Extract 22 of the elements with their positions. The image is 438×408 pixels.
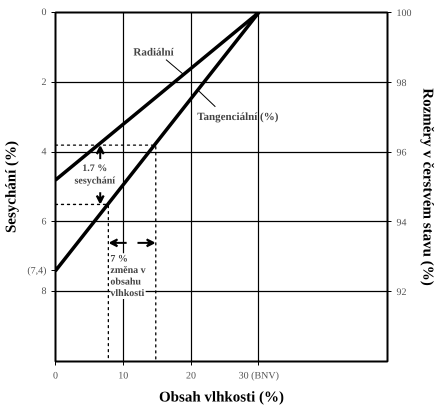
x-tick-label: 10 (118, 370, 128, 382)
annotation: 7 % změna v obsahu vlhkosti (110, 253, 146, 299)
series-label: Radiální (133, 46, 175, 58)
x-axis-title: Obsah vlhkosti (%) (158, 390, 284, 406)
legend-label: Tangenciální (%) (197, 110, 279, 123)
y-tick-label: 8 (42, 286, 46, 298)
y2-tick-label: 96 (396, 148, 406, 159)
y2-tick-label: 92 (396, 287, 406, 298)
annotation: 1.7 % sesychání (74, 163, 116, 186)
y2-tick-label: 94 (396, 217, 406, 228)
y-tick-label: 0 (42, 7, 46, 18)
x-tick-label: 20 (186, 370, 196, 382)
x-tick-label: 30 (BNV) (238, 370, 279, 382)
x-tick-label: 0 (53, 370, 58, 382)
y-tick-label: 6 (42, 216, 46, 228)
y2-tick-label: 98 (396, 78, 406, 89)
y-tick-label: 4 (42, 146, 46, 158)
y2-axis-title: Rozměry v čerstvém stavu (%) (420, 88, 436, 286)
y-tick-label: (7,4) (27, 265, 47, 276)
y-axis-title: Sesychání (%) (3, 140, 20, 234)
y-tick-label: 2 (42, 76, 46, 88)
y2-tick-label: 100 (396, 8, 412, 19)
